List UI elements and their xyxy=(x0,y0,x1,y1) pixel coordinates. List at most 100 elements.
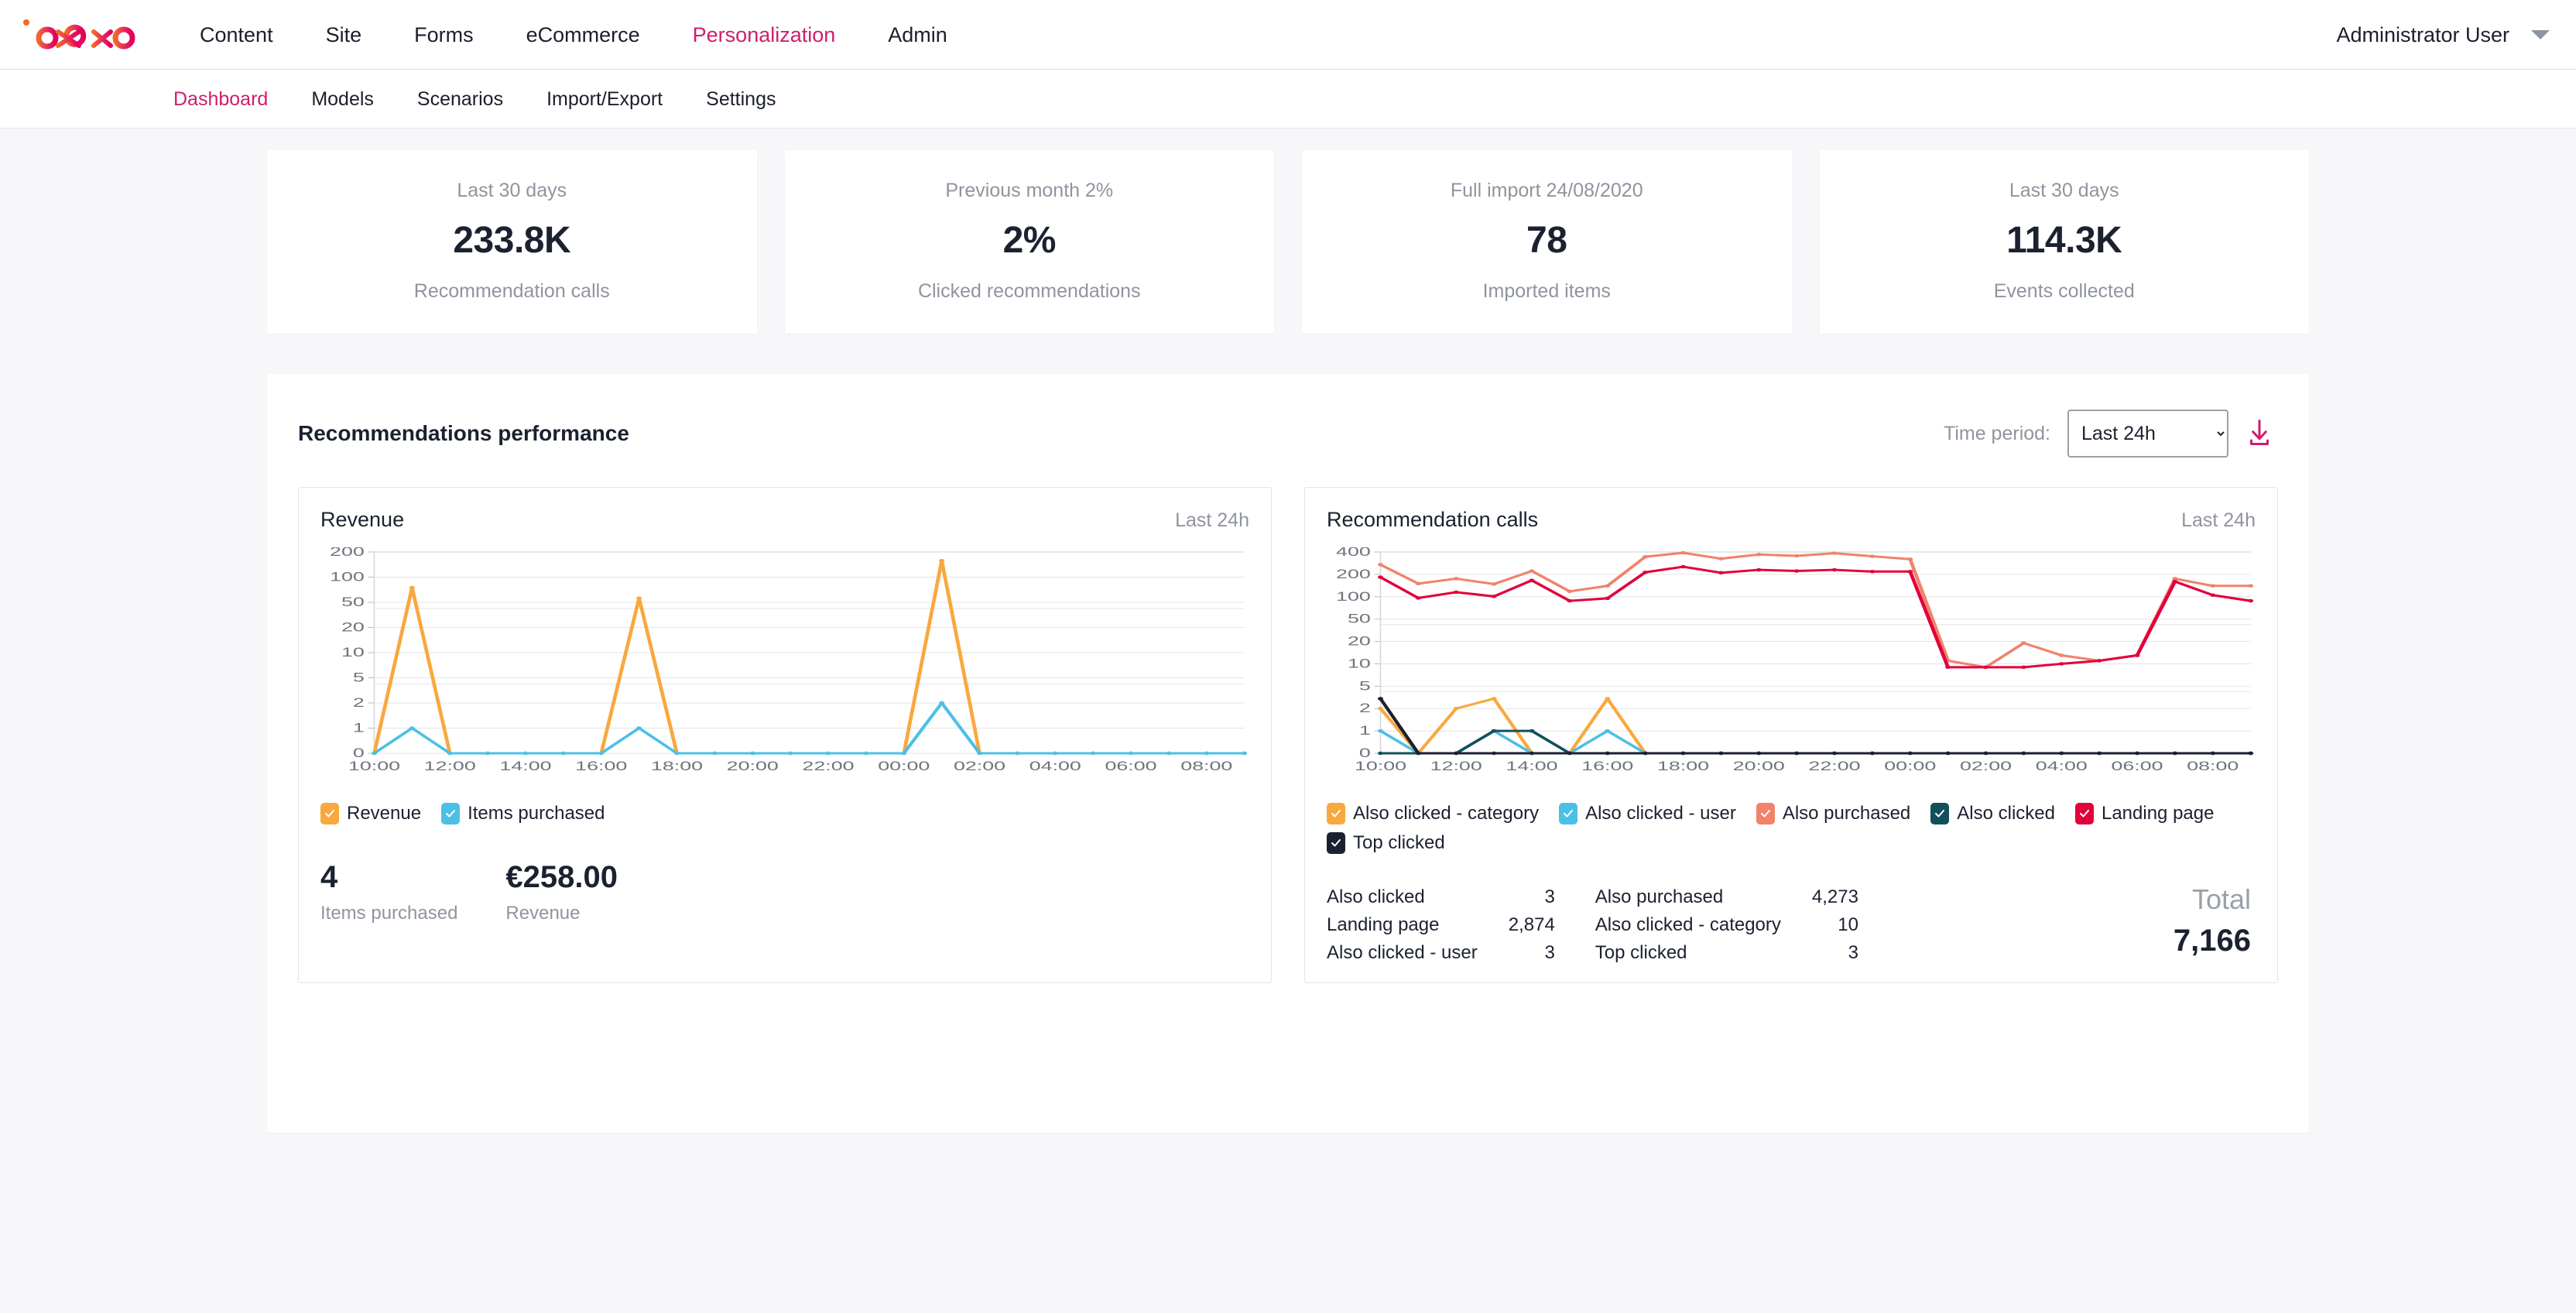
legend-item-also-clicked-user[interactable]: Also clicked - user xyxy=(1559,803,1736,824)
table-row: Also clicked 3 xyxy=(1327,883,1595,911)
summary-name: Also clicked - user xyxy=(1327,942,1478,963)
kpi-period: Full import 24/08/2020 xyxy=(1450,180,1643,201)
legend-item-revenue[interactable]: Revenue xyxy=(320,803,421,824)
subnav-item-models[interactable]: Models xyxy=(311,87,374,110)
svg-text:00:00: 00:00 xyxy=(878,759,930,773)
svg-text:2: 2 xyxy=(1359,701,1371,715)
chevron-down-icon[interactable] xyxy=(2531,30,2550,39)
summary-caption: Revenue xyxy=(505,903,581,924)
legend-label: Also purchased xyxy=(1782,803,1911,824)
svg-text:10: 10 xyxy=(1348,656,1371,670)
subnav-item-import-export[interactable]: Import/Export xyxy=(546,87,663,110)
legend-item-landing-page[interactable]: Landing page xyxy=(2074,803,2214,824)
legend-item-also-clicked-category[interactable]: Also clicked - category xyxy=(1327,803,1539,824)
download-icon[interactable] xyxy=(2245,418,2273,449)
summary-name: Also purchased xyxy=(1595,886,1724,907)
summary-value: 2,874 xyxy=(1508,914,1555,935)
top-navigation-bar: Content Site Forms eCommerce Personaliza… xyxy=(0,0,2576,70)
svg-text:02:00: 02:00 xyxy=(1960,759,2012,773)
user-name: Administrator User xyxy=(2336,22,2509,46)
nav-item-personalization[interactable]: Personalization xyxy=(692,22,836,46)
table-row: Also clicked - category 10 xyxy=(1595,911,1899,939)
checkbox-checked-icon[interactable] xyxy=(2074,803,2094,824)
checkbox-checked-icon[interactable] xyxy=(1327,832,1345,854)
recommendations-performance-panel: Recommendations performance Time period:… xyxy=(267,374,2309,1133)
revenue-chart-header: Revenue Last 24h xyxy=(320,508,1249,532)
table-row: Top clicked 3 xyxy=(1595,939,1899,967)
checkbox-checked-icon[interactable] xyxy=(1559,803,1578,824)
recommendation-calls-chart-card: Recommendation calls Last 24h 0 1 2 5 10 20 50… xyxy=(1304,487,2278,983)
svg-text:08:00: 08:00 xyxy=(2187,759,2239,773)
checkbox-checked-icon[interactable] xyxy=(1756,803,1775,824)
table-row: Also purchased 4,273 xyxy=(1595,883,1899,911)
kpi-card-events-collected: Last 30 days 114.3K Events collected xyxy=(1819,150,2309,334)
svg-text:06:00: 06:00 xyxy=(1105,759,1156,773)
table-row: Also clicked - user 3 xyxy=(1327,939,1595,967)
revenue-chart-card: Revenue Last 24h 0 1 2 5 10 20 50 100 200 10:00 12… xyxy=(298,487,1272,983)
legend-item-also-clicked[interactable]: Also clicked xyxy=(1930,803,2055,824)
total-label: Total xyxy=(2191,883,2251,915)
svg-text:400: 400 xyxy=(1336,547,1371,559)
kpi-label: Events collected xyxy=(1993,280,2135,302)
legend-label: Also clicked - user xyxy=(1585,803,1736,824)
svg-text:22:00: 22:00 xyxy=(1808,759,1860,773)
svg-text:2: 2 xyxy=(353,695,365,710)
summary-name: Also clicked xyxy=(1327,886,1425,907)
nav-item-site[interactable]: Site xyxy=(325,22,362,46)
total-value: 7,166 xyxy=(2173,924,2251,958)
summary-caption: Items purchased xyxy=(320,903,458,924)
svg-text:0: 0 xyxy=(1359,746,1371,760)
kpi-card-row: Last 30 days 233.8K Recommendation calls… xyxy=(0,129,2576,334)
svg-text:10:00: 10:00 xyxy=(348,759,400,773)
summary-name: Landing page xyxy=(1327,914,1440,935)
svg-text:0: 0 xyxy=(353,746,365,760)
checkbox-checked-icon[interactable] xyxy=(320,803,339,824)
calls-legend: Also clicked - category Also clicked - u… xyxy=(1327,803,2256,854)
kpi-period: Last 30 days xyxy=(2009,180,2119,201)
kpi-card-recommendation-calls: Last 30 days 233.8K Recommendation calls xyxy=(267,150,757,334)
nav-item-content[interactable]: Content xyxy=(200,22,273,46)
panel-header: Recommendations performance Time period:… xyxy=(267,374,2309,487)
nav-item-ecommerce[interactable]: eCommerce xyxy=(526,22,640,46)
nav-item-forms[interactable]: Forms xyxy=(414,22,474,46)
subnav-item-dashboard[interactable]: Dashboard xyxy=(173,87,269,110)
kpi-value: 233.8K xyxy=(453,220,571,261)
subnav-item-settings[interactable]: Settings xyxy=(706,87,776,110)
svg-text:18:00: 18:00 xyxy=(1657,759,1709,773)
svg-text:14:00: 14:00 xyxy=(499,759,551,773)
nav-item-admin[interactable]: Admin xyxy=(888,22,947,46)
svg-text:200: 200 xyxy=(330,547,365,559)
summary-value: 10 xyxy=(1838,914,1858,935)
kpi-card-clicked-recommendations: Previous month 2% 2% Clicked recommendat… xyxy=(784,150,1274,334)
revenue-summary: 4 Items purchased €258.00 Revenue xyxy=(320,860,1249,924)
svg-text:200: 200 xyxy=(1336,567,1371,581)
ibexa-logo[interactable] xyxy=(22,18,138,52)
table-row: Landing page 2,874 xyxy=(1327,911,1595,939)
revenue-legend: Revenue Items purchased xyxy=(320,803,1249,824)
calls-chart-period: Last 24h xyxy=(2181,509,2256,531)
time-period-select[interactable]: Last 24hLast 7 daysLast 30 daysLast 12 m… xyxy=(2067,410,2228,458)
svg-text:20:00: 20:00 xyxy=(727,759,779,773)
user-menu[interactable]: Administrator User xyxy=(2336,0,2550,70)
svg-text:12:00: 12:00 xyxy=(1430,759,1482,773)
svg-text:5: 5 xyxy=(1359,678,1371,693)
checkbox-checked-icon[interactable] xyxy=(1327,803,1345,824)
summary-value: 3 xyxy=(1544,942,1555,963)
kpi-label: Imported items xyxy=(1482,280,1611,302)
legend-item-also-purchased[interactable]: Also purchased xyxy=(1756,803,1910,824)
svg-text:5: 5 xyxy=(353,670,365,684)
summary-value: €258.00 xyxy=(505,860,618,894)
svg-text:04:00: 04:00 xyxy=(2036,759,2088,773)
kpi-card-imported-items: Full import 24/08/2020 78 Imported items xyxy=(1302,150,1792,334)
svg-text:50: 50 xyxy=(341,595,365,609)
checkbox-checked-icon[interactable] xyxy=(1930,803,1950,824)
kpi-period: Previous month 2% xyxy=(945,180,1114,201)
checkbox-checked-icon[interactable] xyxy=(441,803,461,824)
svg-text:16:00: 16:00 xyxy=(1581,759,1633,773)
subnav-item-scenarios[interactable]: Scenarios xyxy=(416,87,504,110)
legend-item-top-clicked[interactable]: Top clicked xyxy=(1327,832,1445,854)
svg-text:100: 100 xyxy=(330,569,365,584)
legend-item-items-purchased[interactable]: Items purchased xyxy=(441,803,605,824)
svg-text:1: 1 xyxy=(1359,723,1371,738)
svg-text:22:00: 22:00 xyxy=(802,759,854,773)
